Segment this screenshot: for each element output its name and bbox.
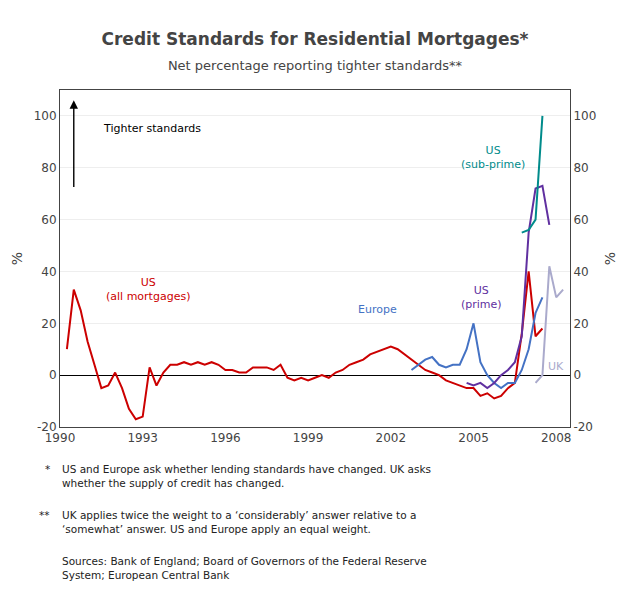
svg-text:UK applies twice the weight to: UK applies twice the weight to a ‘consid…	[62, 509, 416, 535]
svg-text:40: 40	[573, 265, 588, 279]
svg-text:Credit Standards for Residenti: Credit Standards for Residential Mortgag…	[102, 29, 529, 49]
svg-text:60: 60	[573, 213, 588, 227]
svg-text:100: 100	[573, 109, 596, 123]
svg-text:40: 40	[41, 265, 56, 279]
svg-text:UK: UK	[548, 360, 564, 373]
svg-text:100: 100	[34, 109, 57, 123]
svg-text:1996: 1996	[210, 431, 241, 445]
svg-text:Sources: Bank of England; Boar: Sources: Bank of England; Board of Gover…	[62, 555, 427, 581]
svg-text:1990: 1990	[45, 431, 76, 445]
svg-text:2002: 2002	[376, 431, 407, 445]
svg-text:60: 60	[41, 213, 56, 227]
svg-text:**: **	[39, 509, 50, 521]
svg-text:*: *	[45, 463, 50, 475]
svg-text:2005: 2005	[458, 431, 489, 445]
svg-text:%: %	[9, 252, 25, 265]
svg-text:2008: 2008	[541, 431, 572, 445]
svg-text:1993: 1993	[127, 431, 158, 445]
svg-text:80: 80	[41, 161, 56, 175]
svg-text:20: 20	[41, 317, 56, 331]
svg-text:1999: 1999	[293, 431, 324, 445]
svg-text:80: 80	[573, 161, 588, 175]
svg-text:US and Europe ask whether lend: US and Europe ask whether lending standa…	[62, 463, 431, 489]
svg-text:US(prime): US(prime)	[461, 284, 502, 311]
svg-text:Net percentage reporting tight: Net percentage reporting tighter standar…	[168, 58, 463, 73]
svg-text:%: %	[602, 252, 618, 265]
svg-text:20: 20	[573, 317, 588, 331]
svg-text:US(sub-prime): US(sub-prime)	[461, 144, 525, 171]
svg-text:0: 0	[573, 368, 581, 382]
svg-text:US(all mortgages): US(all mortgages)	[106, 276, 190, 303]
svg-text:Europe: Europe	[358, 303, 397, 316]
svg-text:-20: -20	[573, 420, 593, 434]
svg-text:0: 0	[49, 368, 57, 382]
svg-text:Tighter standards: Tighter standards	[103, 122, 201, 135]
svg-text:-20: -20	[37, 420, 57, 434]
